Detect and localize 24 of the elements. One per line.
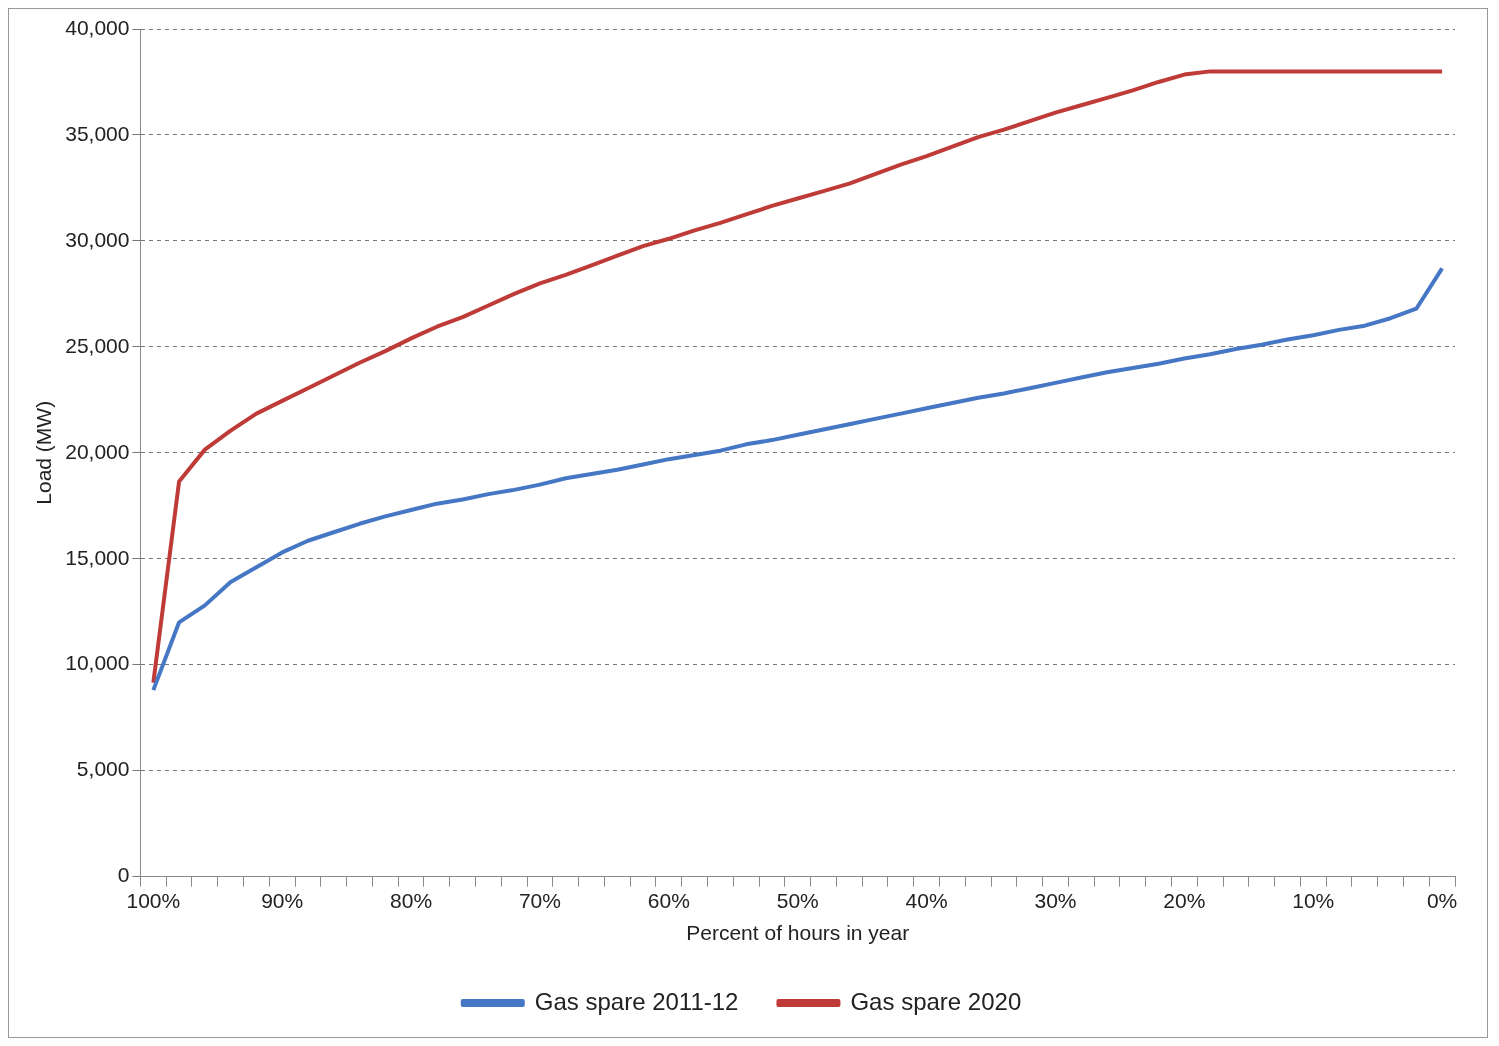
x-tick-label: 80% (390, 889, 433, 912)
x-tick-label: 0% (1426, 889, 1458, 912)
y-tick-label: 0 (117, 863, 130, 887)
y-tick-label: 30,000 (65, 227, 130, 251)
y-tick-label: 25,000 (65, 333, 130, 357)
x-tick-label: 70% (518, 889, 561, 912)
x-axis-title: Percent of hours in year (686, 921, 910, 945)
x-tick-label: 100% (126, 889, 181, 912)
legend-label: Gas spare 2020 (850, 987, 1022, 1015)
y-tick-label: 15,000 (65, 545, 130, 569)
x-tick-label: 10% (1292, 889, 1335, 912)
x-tick-label: 30% (1034, 889, 1077, 912)
x-tick-label: 20% (1163, 889, 1206, 912)
y-tick-label: 5,000 (76, 757, 130, 781)
y-tick-label: 20,000 (65, 439, 130, 463)
y-tick-label: 35,000 (65, 121, 130, 145)
x-tick-label: 50% (776, 889, 819, 912)
y-tick-label: 10,000 (65, 651, 130, 675)
legend-label: Gas spare 2011-12 (534, 987, 739, 1015)
y-tick-label: 40,000 (65, 15, 130, 39)
y-axis-title: Load (MW) (32, 400, 56, 505)
x-tick-label: 40% (905, 889, 948, 912)
x-tick-label: 60% (647, 889, 690, 912)
x-tick-label: 90% (261, 889, 304, 912)
